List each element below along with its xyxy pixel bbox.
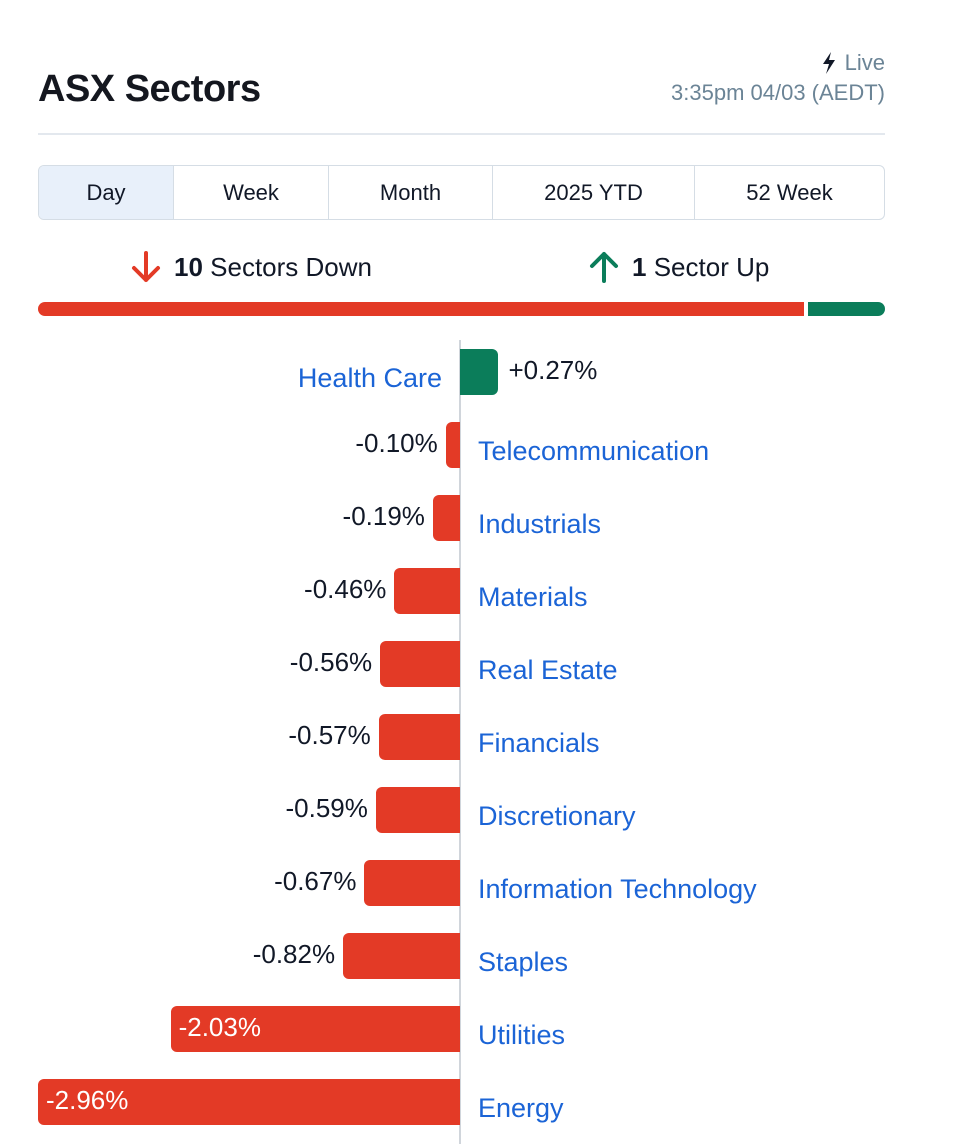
value-label-staples: -0.82% (252, 939, 336, 969)
down-label: Sectors Down (210, 251, 372, 282)
tab-week[interactable]: Week (174, 166, 329, 219)
value-label-discretionary: -0.59% (285, 793, 368, 823)
page-title: ASX Sectors (38, 68, 261, 110)
bar-utilities (170, 1006, 460, 1052)
up-count: 1 (632, 251, 647, 282)
up-label: Sector Up (653, 251, 770, 282)
value-label-real-estate: -0.56% (289, 647, 373, 677)
zero-axis (459, 340, 461, 1144)
sector-link-discretionary[interactable]: Discretionary (478, 801, 636, 831)
live-label: Live (844, 50, 885, 75)
value-label-financials: -0.57% (288, 720, 371, 750)
value-label-materials: -0.46% (304, 574, 387, 604)
bar-telecommunication (445, 422, 460, 468)
value-label-telecommunication: -0.10% (355, 428, 438, 458)
live-indicator: Live (821, 50, 885, 76)
value-label-information-technology: -0.67% (274, 866, 357, 896)
ratio-up-segment (808, 302, 885, 316)
arrow-down-icon (132, 251, 160, 282)
up-down-ratio-bar (38, 302, 885, 316)
sector-link-industrials[interactable]: Industrials (478, 509, 602, 539)
sector-link-financials[interactable]: Financials (478, 728, 600, 758)
tab-2025-ytd[interactable]: 2025 YTD (493, 166, 695, 219)
tab-52-week[interactable]: 52 Week (746, 179, 833, 205)
bar-real-estate (380, 641, 460, 687)
bar-energy (38, 1079, 460, 1125)
sector-link-energy[interactable]: Energy (478, 1093, 564, 1123)
bar-discretionary (375, 787, 460, 833)
lightning-icon (822, 52, 835, 74)
bar-financials (378, 714, 460, 760)
bar-industrials (432, 495, 460, 541)
sector-link-health-care[interactable]: Health Care (297, 363, 442, 393)
value-label-energy: -2.96% (46, 1085, 129, 1115)
bar-staples (343, 933, 460, 979)
down-count: 10 (174, 251, 203, 282)
bar-health-care (460, 349, 499, 395)
sector-link-utilities[interactable]: Utilities (478, 1020, 566, 1050)
value-label-utilities: -2.03% (178, 1012, 261, 1042)
sector-bar-chart: +0.27% Health Care -0.10% Telecommunication… (0, 340, 972, 1144)
header: ASX Sectors Live 3:35pm 04/03 (AEDT) (38, 48, 885, 135)
arrow-up-icon (590, 252, 618, 283)
sector-link-real-estate[interactable]: Real Estate (478, 655, 618, 685)
sectors-down-summary: 10 Sectors Down (130, 250, 372, 284)
bar-materials (394, 568, 460, 614)
sectors-up-summary: 1 Sector Up (588, 250, 769, 284)
timestamp: 3:35pm 04/03 (AEDT) (671, 80, 885, 105)
value-label-industrials: -0.19% (342, 501, 425, 531)
sector-link-staples[interactable]: Staples (478, 947, 569, 977)
tab-day[interactable]: Day (39, 166, 174, 219)
ratio-down-segment (38, 302, 804, 316)
tab-month[interactable]: Month (329, 166, 493, 219)
period-tabs: Day Week Month 2025 YTD 52 Week (38, 165, 885, 220)
bar-information-technology (364, 860, 460, 906)
sector-link-information-technology[interactable]: Information Technology (478, 874, 757, 904)
sector-link-materials[interactable]: Materials (478, 582, 588, 612)
sector-link-telecommunication[interactable]: Telecommunication (478, 436, 710, 466)
value-label-health-care: +0.27% (508, 355, 598, 385)
